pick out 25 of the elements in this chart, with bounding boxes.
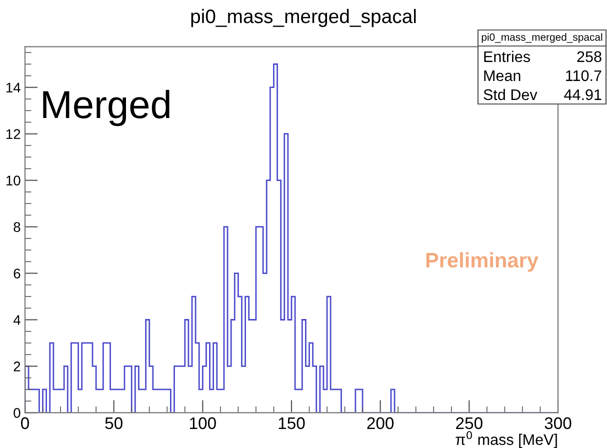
- x-tick-label: 250: [456, 417, 482, 430]
- y-tick-label: 8: [14, 222, 20, 232]
- annotation: Entries: [484, 50, 530, 62]
- annotation: Preliminary: [426, 252, 538, 272]
- y-tick-label: 12: [6, 129, 20, 139]
- text: 110.7: [566, 70, 602, 82]
- y-tick-label: 2: [14, 362, 20, 372]
- y-tick-label: 4: [13, 315, 20, 325]
- text: 258: [577, 51, 602, 62]
- y-tick-label: 10: [6, 176, 20, 186]
- annotation: Mean: [484, 70, 520, 82]
- x-axis-title: π$^{0}$ mass [MeV]: [456, 431, 557, 448]
- chart-title: pi0_mass_merged_spacal: [191, 8, 416, 28]
- x-tick-label: 300: [544, 417, 572, 430]
- x-tick-label: 200: [367, 417, 394, 430]
- text: 44.91: [564, 89, 602, 100]
- annotation: Merged: [43, 90, 170, 126]
- x-tick-label: 50: [105, 417, 122, 430]
- text: pi0_mass_merged_spacal: [482, 33, 602, 43]
- x-tick-label: 100: [190, 417, 216, 430]
- y-tick-label: 6: [14, 268, 20, 278]
- y-tick-label: 0: [14, 408, 20, 418]
- y-tick-label: 14: [6, 82, 20, 92]
- annotation: Std Dev: [484, 88, 538, 100]
- x-tick-label: 150: [278, 417, 305, 430]
